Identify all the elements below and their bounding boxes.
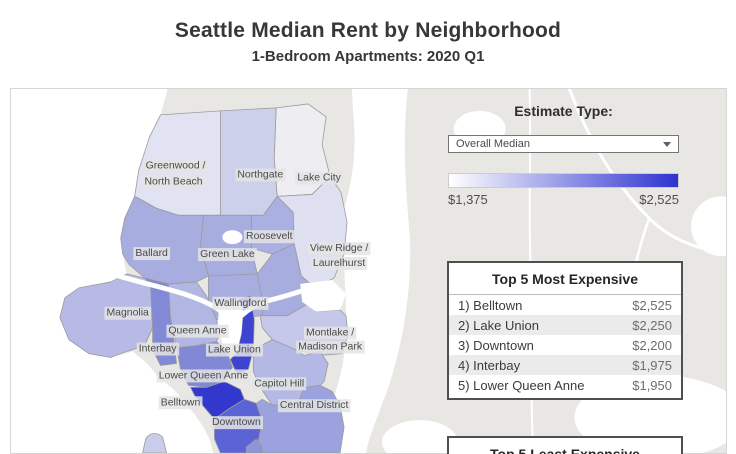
row-neighborhood: 3) Downtown — [458, 337, 534, 353]
svg-text:Downtown: Downtown — [212, 417, 261, 428]
top5-least-expensive-table: Top 5 Least Expensive — [447, 436, 683, 454]
svg-text:Interbay: Interbay — [139, 344, 178, 355]
row-rent-value: $2,525 — [632, 297, 672, 313]
svg-text:Lake City: Lake City — [297, 173, 341, 184]
svg-text:Capitol Hill: Capitol Hill — [254, 378, 304, 389]
map-label-northgate: Northgate — [235, 168, 286, 182]
svg-text:Green Lake: Green Lake — [200, 249, 255, 260]
legend-max-value: $2,525 — [639, 192, 679, 207]
svg-text:Magnolia: Magnolia — [106, 308, 149, 319]
region-unlabeled-south[interactable] — [245, 438, 263, 453]
map-label-centraldistrict: Central District — [277, 399, 351, 413]
map-label-greenlake: Green Lake — [198, 248, 257, 262]
region-unlabeled-southwest[interactable] — [142, 433, 167, 453]
row-rent-value: $2,250 — [632, 317, 672, 333]
map-label-montlake: Madison Park — [296, 340, 365, 354]
top5-most-expensive-rows: 1) Belltown $2,525 2) Lake Union $2,250 3) D… — [449, 295, 681, 395]
table-row[interactable]: 4) Interbay $1,975 — [449, 355, 681, 375]
row-neighborhood: 2) Lake Union — [458, 317, 539, 333]
estimate-type-selected-value: Overall Median — [456, 138, 530, 150]
map-label-belltown: Belltown — [158, 396, 203, 410]
svg-text:Wallingford: Wallingford — [214, 298, 266, 309]
estimate-type-label: Estimate Type: — [514, 103, 613, 119]
svg-text:Central District: Central District — [280, 400, 349, 411]
row-neighborhood: 4) Interbay — [458, 357, 521, 373]
legend-min-value: $1,375 — [448, 192, 488, 207]
map-label-lowerqueenanne: Lower Queen Anne — [156, 369, 251, 383]
map-label-ballard: Ballard — [133, 247, 171, 261]
svg-text:Belltown: Belltown — [161, 397, 201, 408]
region-green-lake[interactable] — [200, 214, 258, 279]
page-subtitle: 1-Bedroom Apartments: 2020 Q1 — [251, 48, 485, 65]
svg-text:Queen Anne: Queen Anne — [168, 326, 226, 337]
map-label-gnb: North Beach — [142, 175, 205, 189]
map-label-capitolhill: Capitol Hill — [252, 377, 307, 391]
row-rent-value: $1,950 — [632, 377, 672, 393]
top5-least-expensive-title: Top 5 Least Expensive — [449, 438, 681, 454]
svg-text:North Beach: North Beach — [144, 176, 202, 187]
map-labels: Greenwood / North Beach Northgate Lake City… — [104, 159, 371, 430]
ship-canal-and-lakes — [116, 230, 347, 354]
svg-text:Lower Queen Anne: Lower Queen Anne — [159, 370, 249, 381]
table-row[interactable]: 2) Lake Union $2,250 — [449, 315, 681, 335]
svg-text:Laurelhurst: Laurelhurst — [313, 258, 365, 269]
svg-text:Greenwood /: Greenwood / — [146, 161, 206, 172]
map-label-montlake: Montlake / — [304, 326, 357, 340]
svg-text:Madison Park: Madison Park — [298, 342, 363, 353]
color-legend-gradient — [448, 173, 679, 188]
map-label-roosevelt: Roosevelt — [244, 230, 295, 244]
top5-most-expensive-title: Top 5 Most Expensive — [449, 263, 681, 295]
row-rent-value: $1,975 — [632, 357, 672, 373]
row-neighborhood: 1) Belltown — [458, 297, 523, 313]
map-label-interbay: Interbay — [136, 342, 180, 356]
map-label-gnb: Greenwood / — [143, 159, 208, 173]
map-label-viewridge: View Ridge / — [307, 242, 371, 256]
svg-text:Lake Union: Lake Union — [208, 345, 261, 356]
svg-text:Northgate: Northgate — [237, 170, 283, 181]
estimate-type-dropdown[interactable]: Overall Median — [448, 135, 679, 153]
map-label-viewridge: Laurelhurst — [310, 257, 368, 271]
map-label-magnolia: Magnolia — [104, 306, 152, 320]
svg-text:Montlake /: Montlake / — [306, 328, 354, 339]
page-title: Seattle Median Rent by Neighborhood — [174, 19, 562, 42]
region-northgate[interactable] — [220, 107, 278, 216]
map-label-queenanne: Queen Anne — [166, 324, 229, 338]
map-label-wallingford: Wallingford — [212, 296, 269, 310]
table-row[interactable]: 5) Lower Queen Anne $1,950 — [449, 375, 681, 395]
map-label-lakeunion: Lake Union — [205, 343, 263, 357]
table-row[interactable]: 3) Downtown $2,200 — [449, 335, 681, 355]
row-neighborhood: 5) Lower Queen Anne — [458, 377, 585, 393]
table-row[interactable]: 1) Belltown $2,525 — [449, 295, 681, 315]
row-rent-value: $2,200 — [632, 337, 672, 353]
map-label-lakecity: Lake City — [295, 171, 344, 185]
svg-text:Ballard: Ballard — [135, 248, 168, 259]
svg-text:Roosevelt: Roosevelt — [246, 231, 293, 242]
top5-most-expensive-table: Top 5 Most Expensive 1) Belltown $2,525 2)… — [447, 261, 683, 400]
map-label-downtown: Downtown — [209, 416, 263, 430]
color-legend-labels: $1,375 $2,525 — [448, 192, 679, 207]
chevron-down-icon — [663, 141, 671, 147]
svg-text:View Ridge /: View Ridge / — [310, 243, 369, 254]
